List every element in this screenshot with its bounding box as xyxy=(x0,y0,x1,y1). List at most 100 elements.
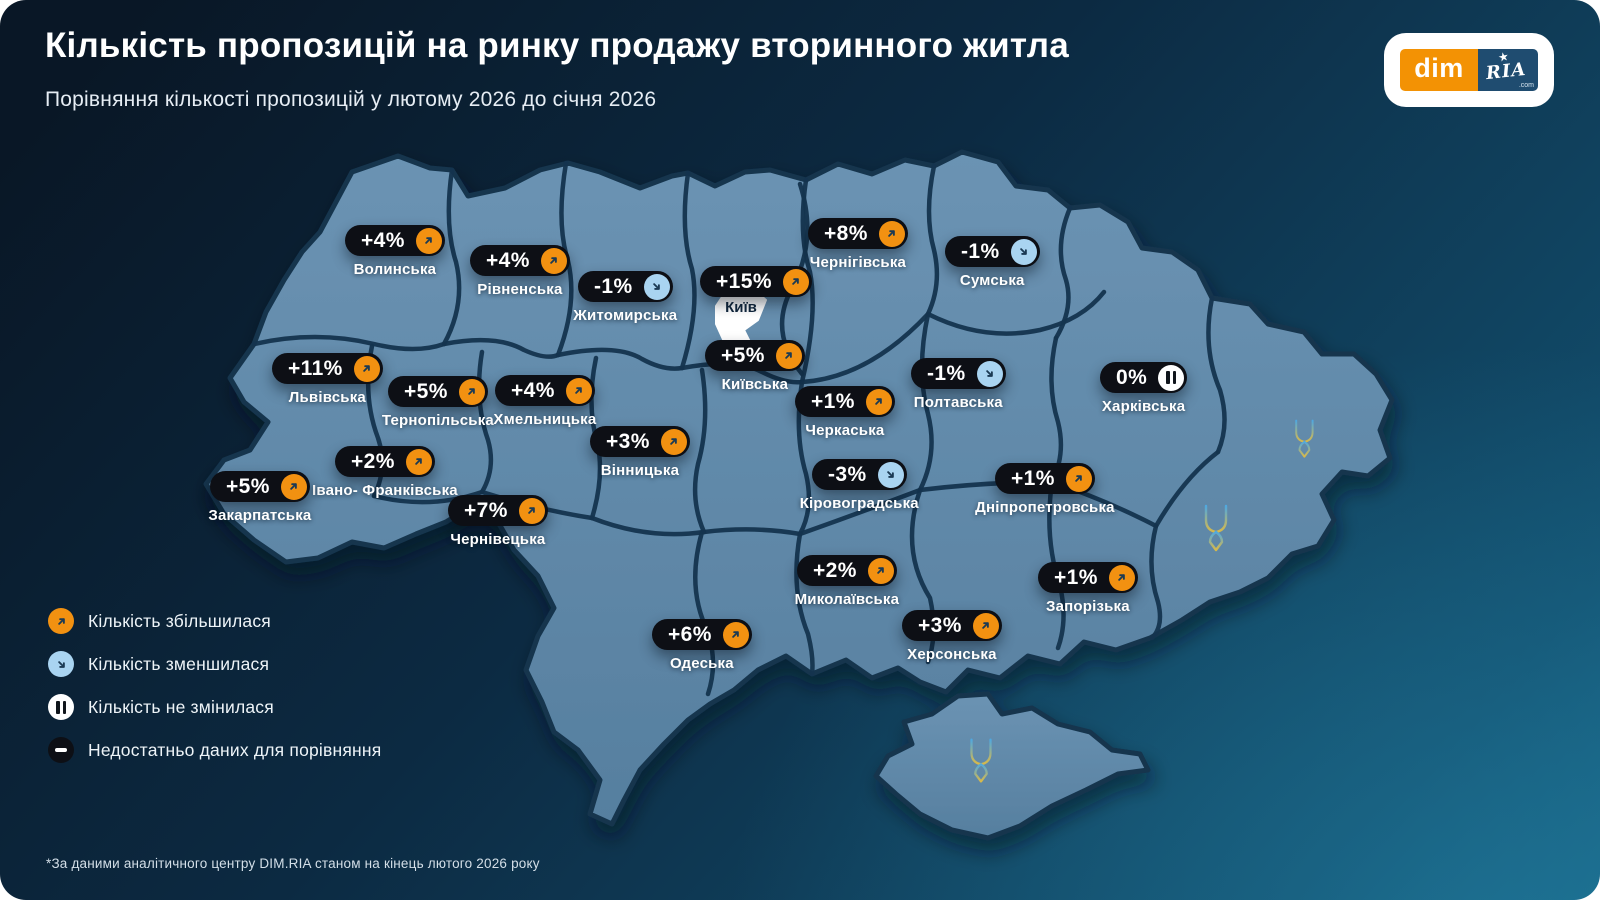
ria-com-text: .com xyxy=(1518,82,1534,89)
region-value: +5% xyxy=(404,380,448,403)
arrow-up-icon xyxy=(353,355,380,382)
region-marker: +15% xyxy=(700,266,812,297)
region-badge: +2% xyxy=(797,555,897,586)
region-badge: +4% xyxy=(495,375,595,406)
legend-label: Кількість зменшилася xyxy=(88,653,270,674)
arrow-up-icon xyxy=(1065,465,1092,492)
region-value: +4% xyxy=(486,249,530,272)
page-subtitle: Порівняння кількості пропозицій у лютому… xyxy=(45,88,657,111)
arrow-down-icon xyxy=(877,461,904,488)
region-value: +1% xyxy=(1054,566,1098,589)
region-label: Полтавська xyxy=(913,394,1003,411)
region-badge: +4% xyxy=(470,245,570,276)
region-label: Тернопільська xyxy=(381,412,494,429)
pause-icon xyxy=(48,694,74,720)
arrow-down-icon xyxy=(976,360,1003,387)
region-value: +4% xyxy=(361,229,405,252)
region-marker: 0% Харківська xyxy=(1100,362,1188,415)
region-marker: +2% Миколаївська xyxy=(795,555,899,608)
region-marker: +4% Волинська xyxy=(345,225,445,278)
dim-logo-block: dim xyxy=(1400,49,1478,91)
region-value: -1% xyxy=(961,240,1000,263)
crimea-outline xyxy=(873,691,1151,841)
region-marker: +6% Одеська xyxy=(652,619,752,672)
region-value: -1% xyxy=(594,275,633,298)
region-value: +6% xyxy=(668,623,712,646)
footnote: *За даними аналітичного центру DIM.RIA с… xyxy=(46,856,540,871)
legend-item: Кількість зменшилася xyxy=(48,651,381,677)
region-value: +4% xyxy=(511,379,555,402)
region-badge: +15% xyxy=(700,266,812,297)
region-marker: +7% Чернівецька xyxy=(448,495,548,548)
region-badge: -1% xyxy=(578,271,673,302)
region-label: Хмельницька xyxy=(493,411,597,428)
arrow-down-icon xyxy=(1010,238,1037,265)
region-marker: -3% Кіровоградська xyxy=(800,459,919,512)
region-badge: -3% xyxy=(812,459,907,490)
region-marker: +1% Дніпропетровська xyxy=(975,463,1115,516)
arrow-up-icon xyxy=(280,473,307,500)
region-marker: +4% Рівненська xyxy=(470,245,570,298)
region-label: Запорізька xyxy=(1045,598,1130,615)
region-badge: +3% xyxy=(902,610,1002,641)
region-marker: +5% Тернопільська xyxy=(382,376,494,429)
region-marker: +5% Київська xyxy=(705,340,805,393)
region-badge: +2% xyxy=(335,446,435,477)
region-label: Львівська xyxy=(288,389,366,406)
region-badge: +3% xyxy=(590,426,690,457)
region-label: Закарпатська xyxy=(208,507,312,524)
region-label: Черкаська xyxy=(805,422,885,439)
arrow-up-icon xyxy=(722,621,749,648)
region-marker: -1% Полтавська xyxy=(911,358,1006,411)
region-badge: -1% xyxy=(945,236,1040,267)
region-badge: +1% xyxy=(1038,562,1138,593)
region-badge: +8% xyxy=(808,218,908,249)
ria-logo-block: ★ RIA .com xyxy=(1478,49,1538,91)
arrow-up-icon xyxy=(48,608,74,634)
region-value: -3% xyxy=(828,463,867,486)
arrow-up-icon xyxy=(518,497,545,524)
region-label: Чернівецька xyxy=(450,531,546,548)
region-label: Волинська xyxy=(353,261,437,278)
arrow-down-icon xyxy=(48,651,74,677)
dimria-logo: dim ★ RIA .com xyxy=(1384,33,1554,107)
region-marker: +1% Запорізька xyxy=(1038,562,1138,615)
region-label: Чернігівська xyxy=(809,254,907,271)
region-marker: -1% Сумська xyxy=(945,236,1040,289)
page-title: Кількість пропозицій на ринку продажу вт… xyxy=(45,26,1069,65)
arrow-up-icon xyxy=(878,220,905,247)
region-marker: +1% Черкаська xyxy=(795,386,895,439)
region-badge: +5% xyxy=(388,376,488,407)
region-badge: +4% xyxy=(345,225,445,256)
region-marker: -1% Житомирська xyxy=(573,271,677,324)
region-badge: -1% xyxy=(911,358,1006,389)
minus-icon xyxy=(48,737,74,763)
arrow-up-icon xyxy=(782,268,809,295)
arrow-up-icon xyxy=(540,247,567,274)
kyiv-city-label: Київ xyxy=(725,299,757,316)
region-marker: +8% Чернігівська xyxy=(808,218,908,271)
region-label: Вінницька xyxy=(600,462,680,479)
region-label: Харківська xyxy=(1101,398,1186,415)
region-value: +7% xyxy=(464,499,508,522)
region-badge: +5% xyxy=(705,340,805,371)
region-marker: +3% Вінницька xyxy=(590,426,690,479)
arrow-up-icon xyxy=(405,448,432,475)
region-badge: +5% xyxy=(210,471,310,502)
legend-label: Недостатньо даних для порівняння xyxy=(88,739,382,760)
region-label: Одеська xyxy=(670,655,734,672)
region-value: +8% xyxy=(824,222,868,245)
legend-item: Недостатньо даних для порівняння xyxy=(48,737,381,763)
region-badge: 0% xyxy=(1100,362,1188,393)
arrow-up-icon xyxy=(565,377,592,404)
arrow-up-icon xyxy=(1108,564,1135,591)
region-value: +15% xyxy=(716,270,772,293)
arrow-up-icon xyxy=(458,378,485,405)
arrow-up-icon xyxy=(865,388,892,415)
legend: Кількість збільшилася Кількість зменшила… xyxy=(48,608,381,780)
pause-icon xyxy=(1158,364,1185,391)
region-value: +11% xyxy=(288,357,343,380)
region-value: +3% xyxy=(606,430,650,453)
region-label: Київська xyxy=(721,376,789,393)
region-value: +2% xyxy=(351,450,395,473)
